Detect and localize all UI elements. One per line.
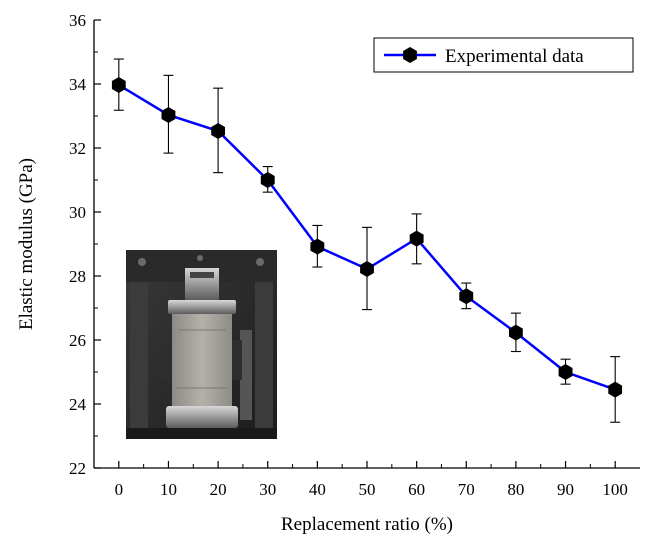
- y-tick-label: 28: [69, 267, 86, 286]
- data-point-marker: [459, 288, 474, 305]
- compression-test-photo: [126, 250, 277, 439]
- data-point-marker: [608, 381, 623, 398]
- y-tick-label: 26: [69, 331, 86, 350]
- legend-marker-hexagon: [403, 47, 417, 63]
- y-tick-label: 34: [69, 75, 87, 94]
- y-tick-label: 32: [69, 139, 86, 158]
- x-tick-label: 30: [259, 480, 276, 499]
- data-point-marker: [509, 324, 523, 341]
- x-tick-label: 10: [160, 480, 177, 499]
- data-point-marker: [310, 238, 325, 255]
- x-tick-label: 100: [602, 480, 628, 499]
- data-point-marker: [360, 261, 374, 277]
- data-point-marker: [558, 364, 573, 380]
- x-tick-label: 60: [408, 480, 425, 499]
- data-point-marker: [260, 172, 275, 188]
- x-tick-label: 70: [458, 480, 475, 499]
- data-point-marker: [409, 230, 424, 247]
- legend-label: Experimental data: [445, 46, 584, 67]
- y-tick-label: 22: [69, 459, 86, 478]
- data-point-marker: [161, 107, 176, 123]
- x-axis: 0 10 20 30 40 50 60 70 80 90 100: [115, 461, 628, 499]
- y-tick-label: 30: [69, 203, 86, 222]
- x-tick-label: 50: [359, 480, 376, 499]
- y-tick-label: 36: [69, 11, 86, 30]
- y-axis-title: Elastic modulus (GPa): [16, 158, 37, 330]
- data-point-marker: [111, 77, 126, 93]
- y-tick-label: 24: [69, 395, 87, 414]
- x-axis-title: Replacement ratio (%): [281, 514, 453, 535]
- x-tick-label: 90: [557, 480, 574, 499]
- x-tick-label: 20: [210, 480, 227, 499]
- series-markers: [111, 77, 623, 398]
- x-tick-label: 0: [115, 480, 124, 499]
- x-tick-label: 40: [309, 480, 326, 499]
- y-axis: 22 24 26 28 30 32 34 36: [69, 11, 101, 478]
- legend: Experimental data: [373, 37, 634, 73]
- data-point-marker: [211, 123, 225, 139]
- x-tick-label: 80: [507, 480, 524, 499]
